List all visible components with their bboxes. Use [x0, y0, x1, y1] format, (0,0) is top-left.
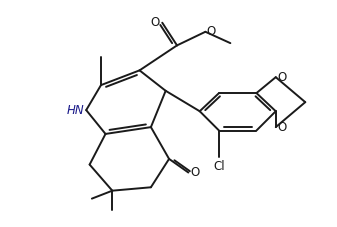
Text: O: O [207, 25, 216, 38]
Text: O: O [151, 16, 160, 29]
Text: O: O [277, 121, 286, 134]
Text: Cl: Cl [213, 160, 225, 173]
Text: O: O [277, 71, 286, 84]
Text: HN: HN [66, 104, 84, 117]
Text: O: O [191, 166, 200, 179]
